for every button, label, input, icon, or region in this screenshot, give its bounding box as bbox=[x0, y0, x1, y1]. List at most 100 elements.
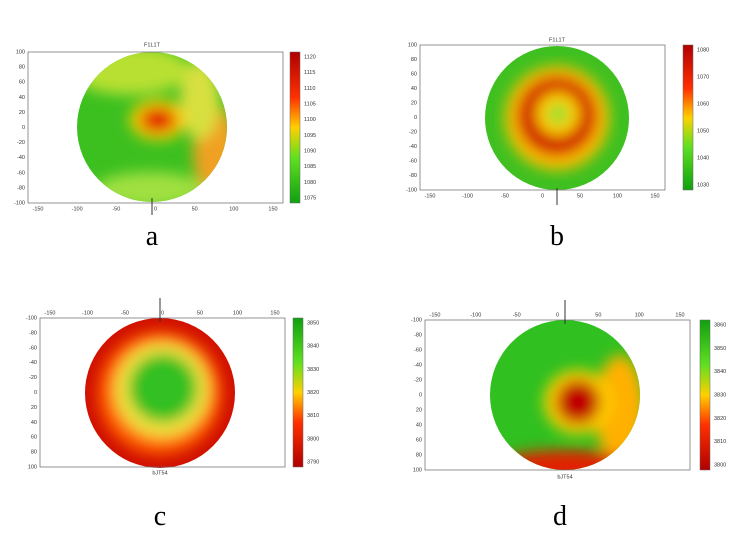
y-tick-label: 100 bbox=[28, 464, 37, 470]
y-tick-label: -60 bbox=[409, 158, 417, 164]
y-tick-label: 40 bbox=[416, 422, 422, 428]
y-tick-label: -60 bbox=[17, 170, 25, 176]
x-tick-label: -150 bbox=[424, 193, 435, 199]
colorbar-label: 1115 bbox=[304, 70, 315, 76]
y-tick-label: -60 bbox=[414, 347, 422, 353]
y-tick-label: 80 bbox=[416, 452, 422, 458]
y-tick-label: 20 bbox=[411, 100, 417, 106]
y-tick-label: -100 bbox=[26, 315, 37, 321]
y-tick-label: -20 bbox=[29, 375, 37, 381]
y-tick-label: -20 bbox=[409, 129, 417, 135]
heatmap bbox=[77, 52, 227, 202]
y-tick-label: 0 bbox=[34, 390, 37, 396]
panel-caption: a bbox=[146, 221, 159, 252]
y-tick-label: 60 bbox=[416, 437, 422, 443]
y-tick-label: -40 bbox=[414, 362, 422, 368]
colorbar-label: 1090 bbox=[304, 148, 316, 154]
y-tick-label: -60 bbox=[29, 345, 37, 351]
y-tick-label: -40 bbox=[409, 144, 417, 150]
colorbar-label: 1040 bbox=[697, 155, 709, 161]
y-tick-label: -80 bbox=[414, 332, 422, 338]
x-tick-label: 150 bbox=[270, 310, 279, 316]
x-tick-label: 150 bbox=[268, 206, 277, 212]
colorbar-label: 1070 bbox=[697, 74, 709, 80]
y-tick-label: -80 bbox=[17, 185, 25, 191]
x-tick-label: 50 bbox=[595, 312, 601, 318]
panel-title: bJT54 bbox=[152, 470, 167, 476]
colorbar-label: 1075 bbox=[304, 195, 316, 201]
colorbar-label: 3850 bbox=[307, 320, 319, 326]
x-tick-label: -50 bbox=[121, 310, 129, 316]
x-tick-label: -50 bbox=[513, 312, 521, 318]
plot-frame bbox=[424, 319, 691, 471]
y-tick-label: 60 bbox=[19, 80, 25, 86]
y-tick-label: 40 bbox=[31, 420, 37, 426]
y-tick-label: 20 bbox=[416, 407, 422, 413]
y-tick-label: 40 bbox=[411, 86, 417, 92]
colorbar-label: 1080 bbox=[697, 47, 709, 53]
colorbar-label: 3830 bbox=[714, 392, 726, 398]
x-tick-label: 100 bbox=[233, 310, 242, 316]
x-tick-label: -50 bbox=[501, 193, 509, 199]
y-tick-label: -40 bbox=[17, 155, 25, 161]
colorbar-label: 1100 bbox=[304, 117, 316, 123]
colorbar-label: 3790 bbox=[307, 459, 319, 465]
heatmap bbox=[85, 318, 235, 468]
colorbar-label: 3810 bbox=[307, 413, 319, 419]
heatmap bbox=[490, 320, 640, 470]
x-tick-label: -100 bbox=[72, 206, 83, 212]
panel-title: F1L1T bbox=[549, 37, 566, 43]
colorbar-label: 3810 bbox=[714, 439, 726, 445]
plot-frame bbox=[419, 44, 666, 191]
y-tick-label: 60 bbox=[411, 71, 417, 77]
x-tick-label: 0 bbox=[154, 206, 157, 212]
x-tick-label: -150 bbox=[44, 310, 55, 316]
y-tick-label: 100 bbox=[413, 467, 422, 473]
colorbar-label: 1095 bbox=[304, 133, 316, 139]
x-tick-label: 0 bbox=[161, 310, 164, 316]
colorbar-label: 1080 bbox=[304, 180, 316, 186]
y-tick-label: -100 bbox=[411, 317, 422, 323]
y-tick-label: 0 bbox=[22, 125, 25, 131]
colorbar-label: 3800 bbox=[307, 436, 319, 442]
y-tick-label: 0 bbox=[419, 392, 422, 398]
x-tick-label: 100 bbox=[229, 206, 238, 212]
colorbar bbox=[289, 51, 301, 204]
x-tick-label: 150 bbox=[675, 312, 684, 318]
x-tick-label: -150 bbox=[32, 206, 43, 212]
x-tick-label: -50 bbox=[112, 206, 120, 212]
x-tick-label: -100 bbox=[470, 312, 481, 318]
colorbar-label: 3800 bbox=[714, 462, 726, 468]
y-tick-label: 80 bbox=[411, 57, 417, 63]
colorbar bbox=[292, 317, 304, 468]
colorbar-label: 3850 bbox=[714, 346, 726, 352]
plot-frame bbox=[39, 317, 286, 468]
y-tick-label: -100 bbox=[14, 200, 25, 206]
panel-caption: c bbox=[154, 501, 166, 532]
y-tick-label: 20 bbox=[31, 405, 37, 411]
x-tick-label: -100 bbox=[82, 310, 93, 316]
y-tick-label: 40 bbox=[19, 95, 25, 101]
plot-frame bbox=[27, 51, 284, 204]
panel-caption: b bbox=[550, 221, 564, 252]
x-tick-label: -150 bbox=[429, 312, 440, 318]
colorbar-label: 1110 bbox=[304, 86, 315, 92]
x-tick-label: -100 bbox=[462, 193, 473, 199]
y-tick-label: 100 bbox=[16, 49, 25, 55]
y-tick-label: -80 bbox=[409, 173, 417, 179]
colorbar-label: 3830 bbox=[307, 367, 319, 373]
x-tick-label: 50 bbox=[577, 193, 583, 199]
y-tick-label: 80 bbox=[31, 450, 37, 456]
panel-title: bJT54 bbox=[557, 474, 572, 480]
panel-caption: d bbox=[553, 501, 567, 532]
colorbar-label: 3820 bbox=[714, 416, 726, 422]
y-tick-label: -100 bbox=[406, 187, 417, 193]
y-tick-label: 0 bbox=[414, 115, 417, 121]
colorbar-label: 1085 bbox=[304, 164, 316, 170]
colorbar-label: 1060 bbox=[697, 101, 709, 107]
colorbar bbox=[682, 44, 694, 191]
x-tick-label: 100 bbox=[613, 193, 622, 199]
x-tick-label: 50 bbox=[197, 310, 203, 316]
colorbar-label: 3840 bbox=[307, 344, 319, 350]
